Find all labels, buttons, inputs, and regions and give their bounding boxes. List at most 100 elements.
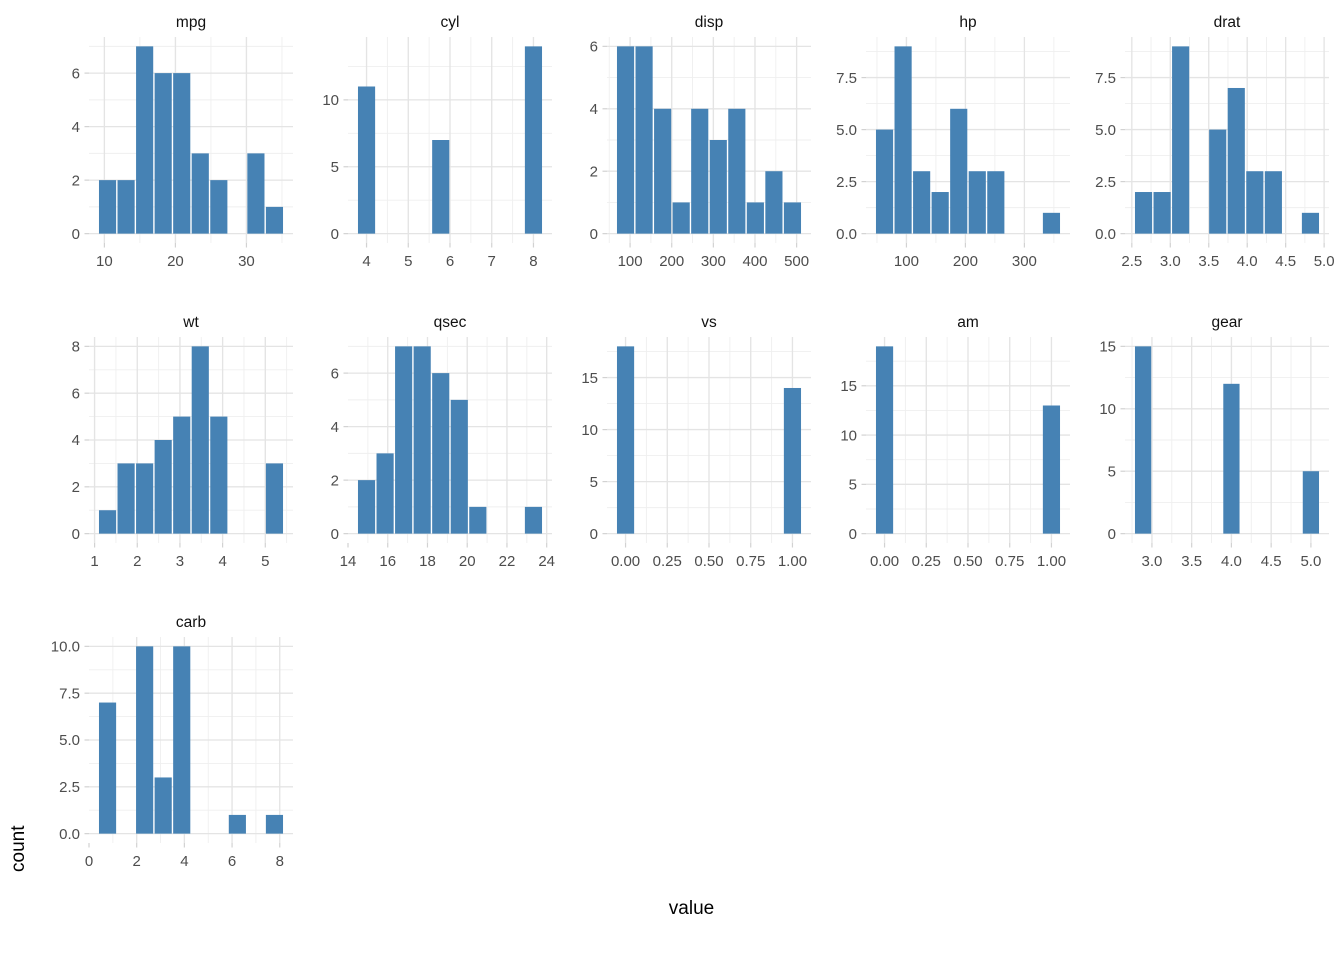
facet-panel-gear: gear 3.0 3.5 4.0 4.5 5.0 0 5 10 15 bbox=[1099, 314, 1329, 570]
y-tick-label: 10 bbox=[840, 427, 857, 444]
major-gridlines bbox=[89, 637, 293, 843]
y-tick-label: 0 bbox=[590, 526, 598, 543]
y-tick-label: 2.5 bbox=[836, 174, 857, 191]
x-tick-label: 2.5 bbox=[1121, 253, 1142, 270]
x-tick-label: 6 bbox=[228, 853, 236, 870]
axis-ticks bbox=[1120, 76, 1325, 248]
x-tick-label: 3.5 bbox=[1181, 553, 1202, 570]
major-gridlines bbox=[607, 337, 811, 543]
facet-am: am 0.00 0.25 0.50 0.75 1.00 0 5 10 15 bbox=[821, 310, 1080, 582]
facet-panel-hp: hp 100 200 300 0.0 2.5 5.0 7.5 bbox=[836, 14, 1070, 270]
x-tick-label: 4.0 bbox=[1237, 253, 1258, 270]
histogram-bar bbox=[136, 646, 154, 834]
x-tick-label: 4.5 bbox=[1275, 253, 1296, 270]
x-tick-label: 0.50 bbox=[694, 553, 723, 570]
histogram-bar bbox=[1301, 212, 1320, 234]
histogram-bar bbox=[357, 480, 376, 534]
y-tick-label: 6 bbox=[331, 365, 339, 382]
x-tick-label: 24 bbox=[538, 553, 555, 570]
histogram-bar bbox=[654, 108, 672, 234]
x-tick-label: 5 bbox=[404, 253, 412, 270]
y-tick-label: 6 bbox=[590, 39, 598, 56]
histogram-bar bbox=[1302, 471, 1320, 534]
x-tick-labels: 0.00 0.25 0.50 0.75 1.00 bbox=[611, 553, 807, 570]
histogram-bar bbox=[154, 777, 172, 834]
x-tick-label: 14 bbox=[340, 553, 357, 570]
histogram-bar bbox=[1246, 171, 1264, 234]
x-tick-label: 400 bbox=[742, 253, 767, 270]
histogram-bar bbox=[413, 346, 431, 534]
x-axis-title: value bbox=[668, 898, 715, 919]
x-tick-label: 100 bbox=[618, 253, 643, 270]
histogram-bar bbox=[524, 46, 543, 234]
y-tick-label: 10 bbox=[581, 422, 598, 439]
y-tick-label: 0.0 bbox=[1095, 226, 1116, 243]
histogram-bars bbox=[616, 346, 802, 534]
x-tick-labels: 10 20 30 bbox=[96, 253, 255, 270]
x-tick-label: 16 bbox=[379, 553, 396, 570]
x-tick-label: 5 bbox=[261, 553, 269, 570]
x-tick-label: 2 bbox=[133, 853, 141, 870]
y-tick-labels: 0 5 10 bbox=[322, 92, 339, 243]
axis-ticks bbox=[343, 99, 535, 248]
x-tick-label: 6 bbox=[446, 253, 454, 270]
histogram-bar bbox=[672, 202, 690, 234]
y-axis-title: count bbox=[8, 825, 29, 872]
facet-panel-am: am 0.00 0.25 0.50 0.75 1.00 0 5 10 15 bbox=[840, 314, 1070, 570]
histogram-bar bbox=[524, 506, 543, 534]
x-tick-label: 500 bbox=[784, 253, 809, 270]
x-tick-label: 0.25 bbox=[653, 553, 682, 570]
y-tick-label: 0 bbox=[849, 526, 857, 543]
facet-panel-mpg: mpg 10 20 30 0 2 4 6 bbox=[72, 14, 293, 270]
y-tick-labels: 0.0 2.5 5.0 7.5 10.0 bbox=[51, 639, 80, 843]
facet-grid: mpg 10 20 30 0 2 4 6 cyl 4 5 6 7 8 0 5 10 disp 100 200 300 40… bbox=[44, 10, 1339, 882]
y-tick-label: 0 bbox=[331, 226, 339, 243]
facet-wt: wt 1 2 3 4 5 0 2 4 6 8 bbox=[44, 310, 303, 582]
y-tick-label: 7.5 bbox=[1095, 70, 1116, 87]
histogram-bar bbox=[154, 440, 172, 534]
histogram-bar bbox=[875, 346, 894, 534]
histogram-bars bbox=[357, 346, 543, 534]
y-tick-labels: 0.0 2.5 5.0 7.5 bbox=[1095, 70, 1116, 243]
histogram-bar bbox=[1153, 192, 1171, 234]
x-tick-labels: 100 200 300 bbox=[894, 253, 1037, 270]
facet-title: mpg bbox=[176, 14, 206, 31]
y-tick-label: 5.0 bbox=[59, 732, 80, 749]
x-tick-labels: 100 200 300 400 500 bbox=[618, 253, 810, 270]
facet-title: carb bbox=[176, 614, 206, 631]
x-tick-label: 3 bbox=[176, 553, 184, 570]
histogram-bar bbox=[709, 140, 727, 234]
y-tick-label: 15 bbox=[581, 370, 598, 387]
x-tick-label: 3.5 bbox=[1198, 253, 1219, 270]
y-tick-label: 2.5 bbox=[1095, 174, 1116, 191]
histogram-bar bbox=[117, 180, 135, 234]
y-tick-label: 0 bbox=[331, 526, 339, 543]
y-tick-labels: 0 5 10 15 bbox=[840, 378, 857, 543]
y-tick-label: 4 bbox=[72, 432, 80, 449]
x-tick-label: 4 bbox=[180, 853, 188, 870]
y-tick-label: 5 bbox=[849, 477, 857, 494]
histogram-bar bbox=[210, 180, 228, 234]
x-tick-label: 4.5 bbox=[1261, 553, 1282, 570]
facet-title: qsec bbox=[434, 314, 467, 331]
histogram-bar bbox=[395, 346, 413, 534]
facet-panel-wt: wt 1 2 3 4 5 0 2 4 6 8 bbox=[72, 314, 293, 570]
histogram-bar bbox=[265, 206, 284, 234]
y-tick-labels: 0.0 2.5 5.0 7.5 bbox=[836, 70, 857, 243]
facet-mpg: mpg 10 20 30 0 2 4 6 bbox=[44, 10, 303, 282]
histogram-bars bbox=[98, 346, 284, 534]
x-tick-label: 18 bbox=[419, 553, 436, 570]
axis-ticks bbox=[602, 376, 794, 548]
histogram-bar bbox=[1209, 129, 1227, 234]
histogram-bar bbox=[894, 46, 912, 234]
y-tick-label: 10 bbox=[322, 92, 339, 109]
y-tick-labels: 0 5 10 15 bbox=[1099, 339, 1116, 543]
y-tick-label: 6 bbox=[72, 385, 80, 402]
x-tick-label: 5.0 bbox=[1300, 553, 1321, 570]
facet-title: hp bbox=[959, 14, 976, 31]
facet-title: cyl bbox=[441, 14, 460, 31]
histogram-bars bbox=[616, 46, 802, 234]
x-tick-label: 4 bbox=[362, 253, 370, 270]
facet-title: wt bbox=[182, 314, 199, 331]
y-tick-label: 8 bbox=[72, 339, 80, 356]
